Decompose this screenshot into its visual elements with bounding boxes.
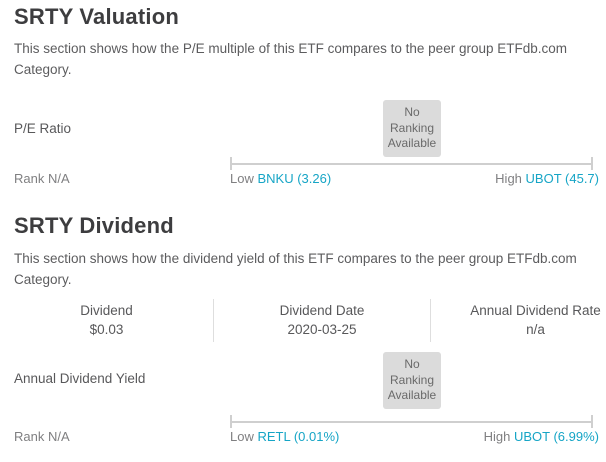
slider-right-cap bbox=[591, 415, 593, 428]
high-prefix: High bbox=[483, 429, 511, 444]
annual-dividend-yield-label: Annual Dividend Yield bbox=[14, 371, 146, 386]
valuation-section-description: This section shows how the P/E multiple … bbox=[14, 41, 567, 77]
badge-line-3: Available bbox=[387, 136, 437, 150]
stat-label: Annual Dividend Rate bbox=[470, 303, 601, 318]
stat-label: Dividend bbox=[80, 303, 133, 318]
pe-ratio-label: P/E Ratio bbox=[14, 121, 72, 136]
low-ticker-link-retl[interactable]: RETL (0.01%) bbox=[257, 429, 340, 444]
stats-col-dividend: Dividend $0.03 bbox=[0, 299, 213, 342]
low-prefix: Low bbox=[230, 171, 254, 186]
dividend-yield-rank-label: Rank N/A bbox=[14, 429, 70, 444]
high-ticker-link-ubot[interactable]: UBOT (45.7) bbox=[525, 171, 599, 186]
pe-ratio-high-label: High UBOT (45.7) bbox=[495, 171, 599, 186]
stat-value: 2020-03-25 bbox=[287, 322, 357, 337]
badge-line-1: No bbox=[404, 357, 420, 371]
badge-line-3: Available bbox=[387, 388, 437, 402]
dividend-stats-table: Dividend $0.03 Dividend Date 2020-03-25 … bbox=[0, 299, 606, 342]
badge-line-1: No bbox=[404, 105, 420, 119]
valuation-section-title: SRTY Valuation bbox=[14, 4, 179, 29]
pe-ratio-low-label: Low BNKU (3.26) bbox=[230, 171, 331, 186]
high-ticker-link-ubot-dividend[interactable]: UBOT (6.99%) bbox=[513, 429, 599, 444]
no-ranking-badge-dividend: No Ranking Available bbox=[383, 352, 441, 409]
dividend-yield-low-label: Low RETL (0.01%) bbox=[230, 429, 339, 444]
no-ranking-badge-valuation: No Ranking Available bbox=[383, 100, 441, 157]
stat-value: n/a bbox=[526, 322, 545, 337]
stats-col-annual-dividend-rate: Annual Dividend Rate n/a bbox=[430, 299, 606, 342]
low-prefix: Low bbox=[230, 429, 254, 444]
stats-col-dividend-date: Dividend Date 2020-03-25 bbox=[213, 299, 430, 342]
slider-right-cap bbox=[591, 157, 593, 170]
stat-label: Dividend Date bbox=[279, 303, 365, 318]
dividend-yield-range-slider bbox=[230, 415, 593, 428]
dividend-section-description: This section shows how the dividend yiel… bbox=[14, 251, 577, 287]
pe-ratio-rank-label: Rank N/A bbox=[14, 171, 70, 186]
badge-line-2: Ranking bbox=[389, 120, 435, 135]
dividend-yield-high-label: High UBOT (6.99%) bbox=[484, 429, 599, 444]
pe-ratio-range-slider bbox=[230, 157, 593, 170]
slider-track bbox=[230, 163, 593, 165]
slider-track bbox=[230, 421, 593, 423]
dividend-section-title: SRTY Dividend bbox=[14, 213, 174, 238]
high-prefix: High bbox=[495, 171, 522, 186]
badge-line-2: Ranking bbox=[389, 372, 435, 387]
stat-value: $0.03 bbox=[89, 322, 124, 337]
low-ticker-link-bnku[interactable]: BNKU (3.26) bbox=[257, 171, 332, 186]
